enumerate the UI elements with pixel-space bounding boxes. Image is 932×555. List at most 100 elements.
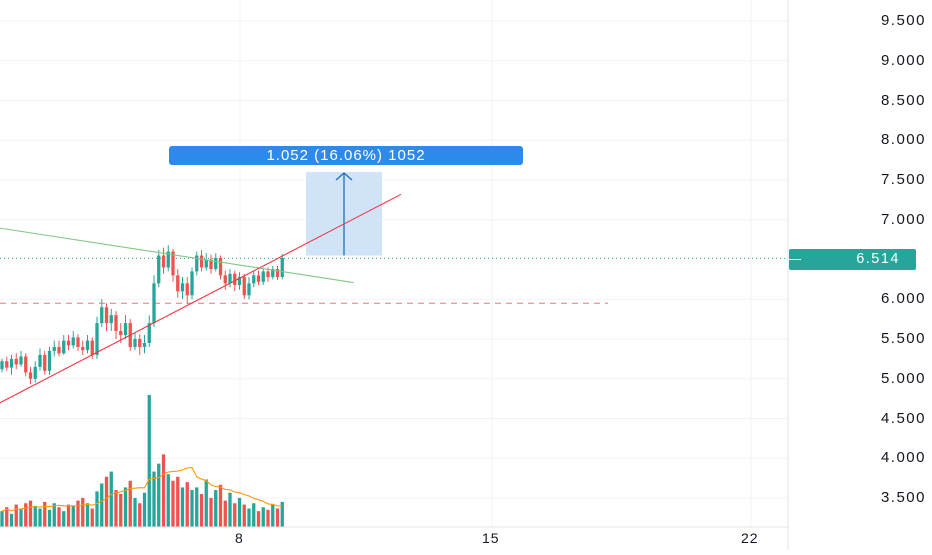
candle-body [38,354,42,367]
volume-bar [0,511,4,527]
candle-body [166,251,170,268]
candle-body [123,323,128,336]
price-tick-label: 3.500 [880,489,926,506]
candle-body [218,257,223,276]
candle-body [14,358,18,365]
measurement-label: 1.052 (16.06%) 1052 [169,146,523,165]
candle-body [133,339,137,347]
candle-body [76,337,80,347]
volume-bar [271,504,275,527]
volume-bar [47,509,52,527]
price-tick-label: 8.500 [880,91,926,109]
volume-bar [85,503,90,527]
candle-body [95,323,99,355]
volume-bar [233,503,237,527]
candle-body [280,257,284,277]
volume-bar [5,507,9,527]
candle-body [233,273,237,285]
volume-bar [62,511,66,527]
candlestick-series [0,245,284,385]
price-range-measurement[interactable] [306,172,382,256]
volume-bar [95,491,99,527]
volume-bar [266,509,270,527]
volume-bar [57,507,61,527]
candle-body [119,331,123,336]
candle-body [109,315,113,324]
candle-body [28,372,33,379]
candle-body [52,346,56,351]
price-tick-label: 4.500 [880,409,926,427]
candle-body [176,275,180,292]
price-tag-dash [789,259,801,260]
volume-bar [81,497,85,527]
volume-bar [214,490,218,527]
price-tick-label: 5.500 [880,330,926,347]
candle-body [66,340,71,346]
volume-bar [52,503,56,527]
candle-body [252,275,256,284]
volume-bar [180,487,185,527]
candle-body [256,275,261,282]
candle-body [228,273,232,284]
candle-body [57,346,61,354]
volume-bar [90,508,94,527]
ascending-support-trendline [0,193,402,404]
candle-body [100,307,104,324]
volume-bar [209,497,213,527]
volume-bar [104,476,109,527]
volume-bar [157,463,161,527]
price-tick-label: 9.500 [880,12,926,29]
candle-body [223,275,227,284]
candle-body [180,283,185,292]
candle-body [138,339,142,347]
volume-bar [190,490,194,527]
price-tick-label: 7.500 [880,171,926,188]
time-tick-label: 22 [741,530,759,546]
candle-body [247,283,251,296]
candle-body [195,255,199,272]
volume-bar [19,508,23,527]
volume-bar [204,479,208,527]
descending-resistance-trendline [0,227,354,284]
volume-bar [223,500,227,527]
candle-body [199,255,204,268]
volume-bar [66,504,71,527]
candle-body [261,271,265,282]
volume-bar [142,492,147,527]
horizontal-level-line[interactable] [0,257,788,304]
candle-body [214,257,218,270]
grid [0,0,788,527]
volume-bar [114,490,118,527]
volume-bar [218,484,223,527]
volume-bar [147,395,151,527]
candle-body [33,366,37,379]
candle-body [81,346,85,351]
volume-bar [166,474,170,527]
volume-bar [256,511,261,527]
volume-bar [43,501,47,527]
volume-bar [138,503,142,527]
last-price-tag: 6.514 [789,249,916,270]
candle-body [142,342,147,347]
volume-moving-average [1,467,283,512]
volume-bar [171,480,175,527]
volume-bar [195,487,199,527]
volume-bar [237,497,242,527]
price-tick-label: 7.000 [880,210,926,228]
time-tick-label: 15 [482,530,500,546]
trendlines[interactable] [0,193,402,404]
candle-body [271,269,275,277]
candle-body [242,276,246,296]
candle-body [275,269,280,277]
volume-bar [24,503,28,527]
candle-body [43,354,47,371]
volume-bar [242,504,246,527]
volume-bar [9,513,14,527]
candle-body [147,323,151,343]
volume-bar [38,508,42,527]
volume-bar [100,483,104,527]
price-tick-label: 8.000 [880,131,926,149]
candle-body [185,283,189,296]
